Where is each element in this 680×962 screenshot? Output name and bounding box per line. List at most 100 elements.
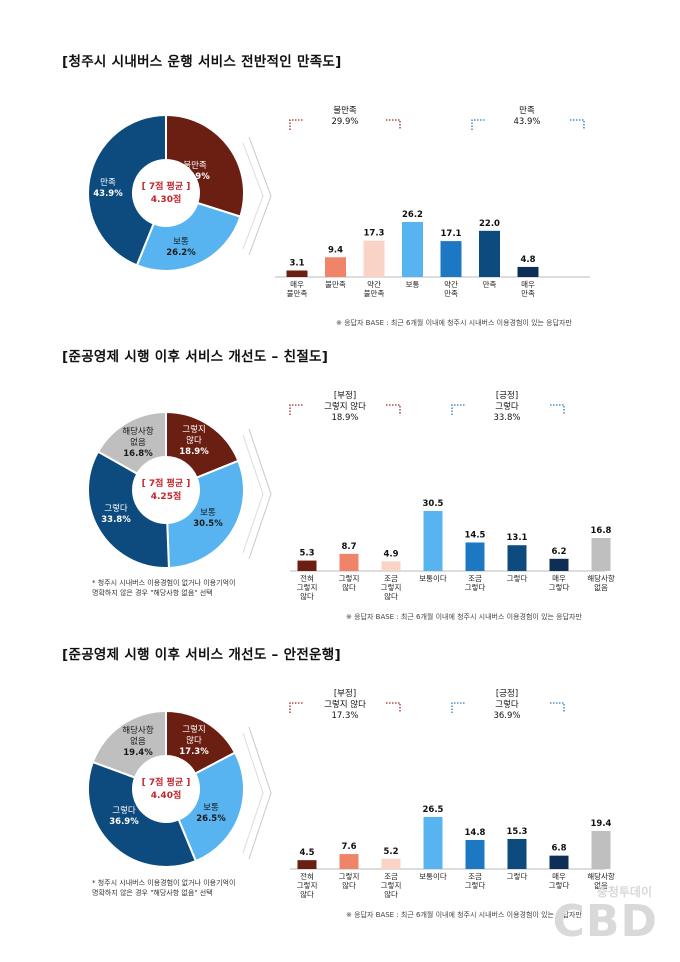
pie-0-label-0: 불만족 29.9%: [180, 160, 210, 182]
bar-0-value-2: 17.3: [364, 229, 385, 239]
bar-2-value-5: 15.3: [507, 827, 528, 837]
bar-1-value-4: 14.5: [465, 530, 486, 540]
pie-1-label-1: 보통 30.5%: [193, 508, 223, 529]
bar-1-category-7: 해당사항 없음: [587, 573, 615, 592]
group-2-1-bracket-right: [550, 702, 565, 713]
bar-2-value-2: 5.2: [383, 847, 398, 857]
bar-2-category-2: 조금 그렇지 않다: [381, 872, 402, 899]
group-0-1-bracket-left: [471, 119, 486, 130]
pie-0-center-label: [ 7점 평균 ]: [142, 180, 191, 192]
pie-1-label-0: 그렇지 않다 18.9%: [179, 424, 209, 457]
pie-0-label-2: 만족 43.9%: [93, 178, 123, 199]
pie-0-slice-1: [135, 201, 242, 272]
bar-1-category-2: 조금 그렇지 않다: [381, 574, 402, 601]
group-1-0-bracket-left: [289, 404, 304, 415]
pie-2-center-value: 4.40점: [151, 789, 182, 801]
bar-2-category-7: 해당사항 없음: [587, 871, 615, 890]
bar-2-value-7: 19.4: [591, 819, 612, 829]
group-1-1-label: [긍정] 그렇다 33.8%: [493, 390, 520, 423]
group-0-1-label: 만족 43.9%: [513, 106, 540, 127]
group-1-0-bracket-right: [386, 404, 401, 415]
pie-0-slice-2: [87, 113, 167, 267]
pie-2-label-3: 해당사항 없음 19.4%: [122, 725, 153, 758]
bar-1-value-7: 16.8: [591, 526, 612, 536]
bar-0-2: [363, 240, 385, 277]
bar-1-6: [549, 558, 569, 571]
bar-1-3: [423, 511, 443, 571]
watermark-main: CBD: [552, 896, 658, 947]
bar-2-value-0: 4.5: [299, 848, 314, 858]
bar-2-category-3: 보통이다: [419, 871, 447, 881]
bar-2-value-3: 26.5: [423, 805, 444, 815]
watermark-sub: 충청투데이: [596, 885, 652, 899]
bar-0-value-1: 9.4: [328, 245, 343, 255]
bar-0-value-3: 26.2: [402, 210, 423, 220]
footnote-2: * 청주시 시내버스 이용경험이 없거나 이용기억이 명확하지 않은 경우 "해…: [92, 578, 235, 598]
bar-0-category-4: 약간 만족: [444, 279, 458, 298]
pie-1-label-3: 해당사항 없음 16.8%: [122, 426, 153, 459]
bar-0-0: [286, 270, 308, 277]
pie-1-slice-1: [166, 459, 245, 569]
chevron-2-inner: [242, 732, 264, 854]
bar-2-category-6: 매우 그렇다: [549, 872, 570, 890]
bar-2-value-4: 14.8: [465, 828, 486, 838]
footnote-3-line2: 명확하지 않은 경우 "해당사항 없음" 선택: [92, 889, 213, 897]
bar-2-category-1: 그렇지 않다: [339, 871, 360, 890]
bar-2-2: [381, 858, 401, 869]
bar-0-4: [440, 241, 462, 277]
footnote-3: * 청주시 시내버스 이용경험이 없거나 이용기억이 명확하지 않은 경우 "해…: [92, 878, 235, 898]
bar-2-6: [549, 855, 569, 869]
group-1-0-label: [부정] 그렇지 않다 18.9%: [324, 390, 366, 423]
bar-1-value-6: 6.2: [551, 547, 566, 557]
bar-1-value-0: 5.3: [299, 549, 314, 559]
bar-1-category-0: 전혀 그렇지 않다: [297, 573, 318, 601]
bar-0-category-3: 보통: [406, 280, 420, 289]
bar-2-3: [423, 817, 443, 869]
pie-2-label-1: 보통 26.5%: [196, 803, 226, 824]
pie-0-slice-0: [165, 113, 245, 218]
bar-0-category-1: 불만족: [325, 280, 346, 289]
bar-1-value-2: 4.9: [383, 549, 398, 559]
bar-0-value-4: 17.1: [441, 229, 462, 239]
section-title-safety: [준공영제 시행 이후 서비스 개선도 – 안전운행]: [62, 647, 341, 663]
pie-2-slice-1: [177, 751, 245, 863]
pie-1-label-2: 그렇다 33.8%: [101, 503, 131, 525]
bar-2-category-0: 전혀 그렇지 않다: [297, 871, 318, 899]
bar-2-value-6: 6.8: [551, 844, 566, 854]
bar-1-category-1: 그렇지 않다: [339, 573, 360, 592]
bar-1-0: [297, 560, 317, 571]
section-title-kindness: [준공영제 시행 이후 서비스 개선도 – 친절도]: [62, 349, 329, 365]
group-2-0-bracket-right: [386, 702, 401, 713]
chevron-1-inner: [242, 434, 264, 554]
bar-0-category-0: 매우 불만족: [287, 280, 308, 298]
bar-2-category-5: 그렇다: [507, 871, 528, 881]
pie-2-slice-2: [87, 760, 198, 868]
bar-1-value-3: 30.5: [423, 499, 444, 509]
bar-1-category-4: 조금 그렇다: [465, 574, 486, 592]
bar-0-category-6: 매우 만족: [521, 280, 535, 298]
bar-0-value-5: 22.0: [479, 219, 500, 229]
chevron-1-outer: [248, 428, 272, 560]
pie-2-slice-3: [91, 709, 167, 779]
bar-1-1: [339, 553, 359, 571]
pie-1-slice-3: [96, 410, 167, 476]
group-1-1-bracket-left: [451, 404, 466, 415]
group-0-0-label: 불만족 29.9%: [331, 105, 358, 127]
bar-2-1: [339, 854, 359, 869]
bar-1-category-3: 보통이다: [419, 573, 447, 583]
bar-1-value-5: 13.1: [507, 533, 528, 543]
watermark-logo: 충청투데이 CBD: [553, 883, 658, 944]
base-note-1: ※ 응답자 BASE : 최근 6개월 이내에 청주시 시내버스 이용경험이 있…: [336, 319, 572, 327]
pie-2-label-0: 그렇지 않다 17.3%: [179, 724, 209, 757]
bar-1-5: [507, 545, 527, 571]
footnote-2-line1: * 청주시 시내버스 이용경험이 없거나 이용기억이: [92, 579, 236, 587]
base-note-3: ※ 응답자 BASE : 최근 6개월 이내에 청주시 시내버스 이용경험이 있…: [346, 911, 582, 919]
bar-2-4: [465, 839, 485, 869]
group-0-0-bracket-right: [386, 119, 401, 130]
bar-1-2: [381, 561, 401, 571]
bar-0-6: [517, 266, 539, 277]
pie-2-center-label: [ 7점 평균 ]: [142, 776, 191, 788]
bar-1-4: [465, 542, 485, 571]
bar-2-0: [297, 860, 317, 869]
